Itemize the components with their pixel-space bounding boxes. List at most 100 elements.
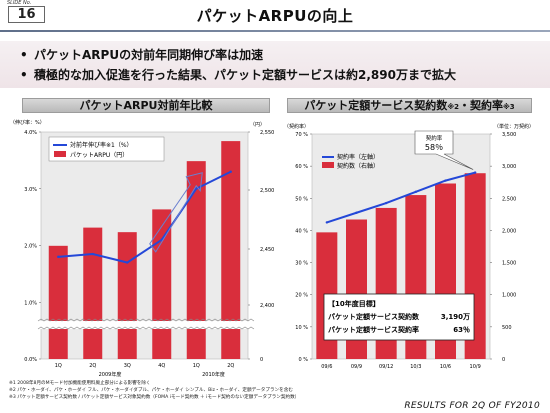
x-tick-label: 3Q	[124, 363, 131, 369]
growth-point	[91, 252, 94, 256]
left-tick-label: 1.0%	[24, 300, 37, 306]
left-tick-label: 0 %	[298, 357, 308, 363]
rate-callout-box	[414, 130, 474, 170]
growth-point	[126, 261, 129, 264]
right-tick-label: 2,450	[260, 247, 274, 253]
right-tick-label: 3,500	[502, 132, 516, 138]
right-tick-label: 0	[260, 357, 263, 363]
rate-callout-label: 契約率	[426, 134, 443, 142]
category-group-label: 2009年度	[99, 371, 122, 378]
right-tick-label: 2,550	[260, 130, 274, 136]
legend-label: 契約数（右軸）	[337, 162, 379, 170]
right-tick-label: 500	[502, 325, 512, 331]
footnote-3: ※3 パケット定額サービス契約数 / パケット定額サービス対象契約数（FOMA …	[9, 395, 300, 400]
x-tick-label: 1Q	[55, 363, 62, 369]
x-tick-label: 1Q	[193, 363, 200, 369]
right-tick-label: 2,500	[260, 188, 274, 194]
growth-point	[57, 255, 60, 259]
slide-number-caption: SLIDE No.	[7, 0, 32, 6]
legend-bar-swatch	[54, 151, 66, 157]
left-tick-label: 50 %	[295, 196, 308, 202]
x-tick-label: 10/9	[470, 364, 481, 370]
legend-label: パケットARPU（円）	[70, 152, 128, 159]
footnote-2: ※2 パケ・ホーダイ、パケ・ホーダイ フル、パケ・ホーダイダブル、パケ・ホーダイ…	[9, 388, 293, 393]
target-row1-label: パケット定額サービス契約数	[328, 312, 420, 321]
arpu-bar	[48, 245, 68, 359]
rate-callout-value: 58％	[425, 143, 443, 152]
arpu-bar	[221, 141, 241, 359]
x-tick-label: 4Q	[158, 363, 165, 369]
right-tick-label: 2,000	[502, 228, 516, 234]
left-tick-label: 30 %	[295, 261, 308, 267]
left-tick-label: 2.0%	[24, 244, 37, 250]
target-row1-value: 3,190万	[441, 313, 470, 321]
right-axis-label: （円）	[250, 122, 265, 128]
growth-point	[195, 187, 198, 190]
right-axis-label: （単位：万契約）	[494, 123, 534, 130]
right-panel-title: パケット定額サービス契約数※2・契約率※3	[287, 98, 532, 113]
legend-box	[48, 136, 165, 162]
arpu-chart: （伸び率：%） （円） 0.0% 1.0% 2.0% 3.0% 4.0% 0 2,400 2,45…	[10, 119, 274, 378]
x-tick-label: 2Q	[89, 363, 96, 369]
growth-line	[58, 170, 232, 264]
axis-break-line	[37, 326, 255, 330]
right-tick-label: 0	[502, 357, 505, 363]
target-row2-label: パケット定額サービス契約率	[328, 325, 419, 334]
left-tick-label: 70 %	[295, 132, 308, 138]
x-tick-label: 09/6	[321, 364, 332, 370]
axis-break-line	[37, 318, 255, 322]
x-tick-label: 09/9	[351, 364, 362, 370]
results-label: RESULTS FOR 2Q OF FY2010	[404, 401, 540, 411]
growth-point	[229, 170, 232, 173]
rate-line	[326, 171, 476, 224]
bullet-text: 積極的な加入促進を行った結果、パケット定額サービスは約2,890万まで拡大	[34, 68, 456, 82]
right-tick-label: 2,500	[502, 196, 516, 202]
rate-point	[414, 190, 418, 194]
bullet-item: • パケットARPUの対前年同期伸び率は加速	[20, 48, 264, 62]
bullet-item: • 積極的な加入促進を行った結果、パケット定額サービスは約2,890万まで拡大	[20, 68, 456, 82]
left-axis-label: （契約率）	[284, 123, 309, 130]
left-tick-label: 3.0%	[24, 187, 37, 193]
slide-number: 16	[8, 6, 45, 23]
right-tick-label: 1,000	[502, 293, 516, 299]
target-box	[323, 293, 475, 341]
right-tick-label: 2,400	[260, 303, 274, 309]
page-title: パケットARPUの向上	[196, 7, 354, 25]
left-panel-title: パケットARPU対前年比較	[22, 98, 270, 113]
rate-point	[473, 171, 477, 174]
arpu-bar	[186, 161, 206, 359]
left-tick-label: 60 %	[295, 164, 308, 170]
summary-bullets: • パケットARPUの対前年同期伸び率は加速 • 積極的な加入促進を行った結果、パケ…	[0, 41, 550, 88]
x-tick-label: 10/3	[410, 364, 421, 370]
target-row2-value: 63％	[453, 326, 470, 334]
left-tick-label: 40 %	[295, 228, 308, 234]
target-heading: 【10年度目標】	[328, 299, 380, 308]
rate-point	[355, 211, 358, 214]
x-tick-label: 09/12	[379, 364, 393, 370]
bullet-text: パケットARPUの対前年同期伸び率は加速	[34, 48, 264, 62]
trend-arrow	[149, 172, 203, 253]
axis-break-band	[38, 321, 251, 329]
right-tick-label: 3,000	[502, 164, 516, 170]
left-tick-label: 0.0%	[24, 357, 37, 363]
footnote-1: ※1 2008年8月のMモード付加機能使用料廃止部分による影響を除く	[9, 381, 151, 386]
left-tick-label: 4.0%	[24, 130, 37, 136]
legend-bar-swatch	[322, 162, 334, 168]
category-group-label: 2010年度	[202, 371, 225, 378]
arpu-bar	[117, 232, 137, 359]
left-tick-label: 20 %	[295, 293, 308, 299]
arpu-bar	[83, 227, 103, 359]
rate-point	[325, 221, 329, 224]
legend-label: 対前年伸び率※1（%）	[70, 141, 133, 149]
legend-label: 契約率（左軸）	[337, 153, 379, 161]
rate-point	[384, 201, 388, 205]
x-tick-label: 2Q	[227, 363, 234, 369]
right-tick-label: 1,500	[502, 261, 516, 267]
rate-point	[444, 179, 447, 182]
left-tick-label: 10 %	[295, 325, 308, 331]
left-axis-label: （伸び率：%）	[10, 119, 45, 126]
title-divider	[0, 30, 550, 32]
x-tick-label: 10/6	[440, 364, 451, 370]
subscription-chart: （契約率） （単位：万契約） 0 % 10 % 20 % 30 % 40 % 50 % 60 %…	[284, 123, 534, 370]
